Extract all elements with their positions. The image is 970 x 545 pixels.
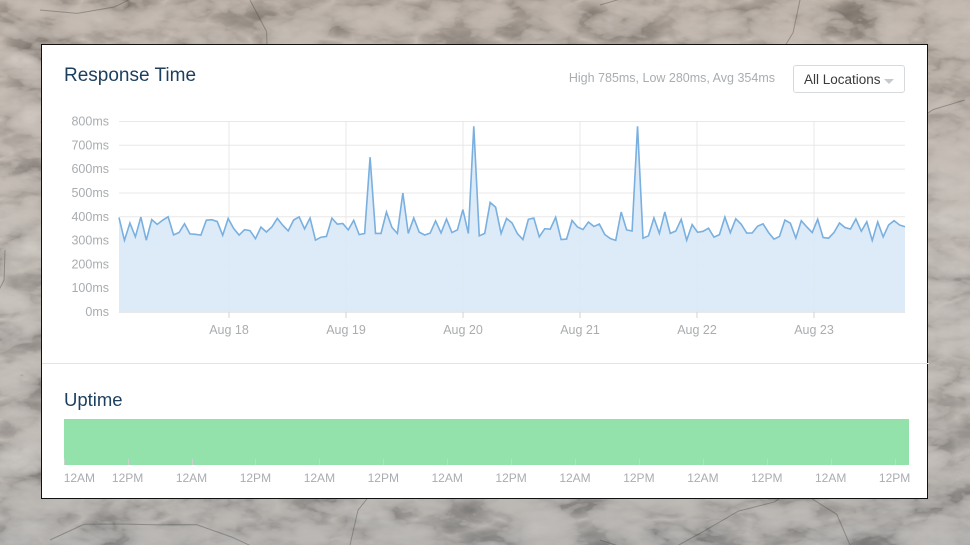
svg-text:600ms: 600ms xyxy=(71,162,109,176)
svg-text:0ms: 0ms xyxy=(85,305,109,319)
svg-text:700ms: 700ms xyxy=(71,138,109,152)
svg-text:500ms: 500ms xyxy=(71,186,109,200)
svg-text:400ms: 400ms xyxy=(71,210,109,224)
svg-text:Aug 18: Aug 18 xyxy=(209,323,249,337)
svg-text:Aug 20: Aug 20 xyxy=(443,323,483,337)
svg-text:100ms: 100ms xyxy=(71,281,109,295)
svg-text:300ms: 300ms xyxy=(71,234,109,248)
svg-text:Aug 22: Aug 22 xyxy=(677,323,717,337)
svg-text:800ms: 800ms xyxy=(71,115,109,129)
svg-text:Aug 21: Aug 21 xyxy=(560,323,600,337)
svg-text:Aug 23: Aug 23 xyxy=(794,323,834,337)
svg-text:200ms: 200ms xyxy=(71,257,109,271)
svg-text:Aug 19: Aug 19 xyxy=(326,323,366,337)
